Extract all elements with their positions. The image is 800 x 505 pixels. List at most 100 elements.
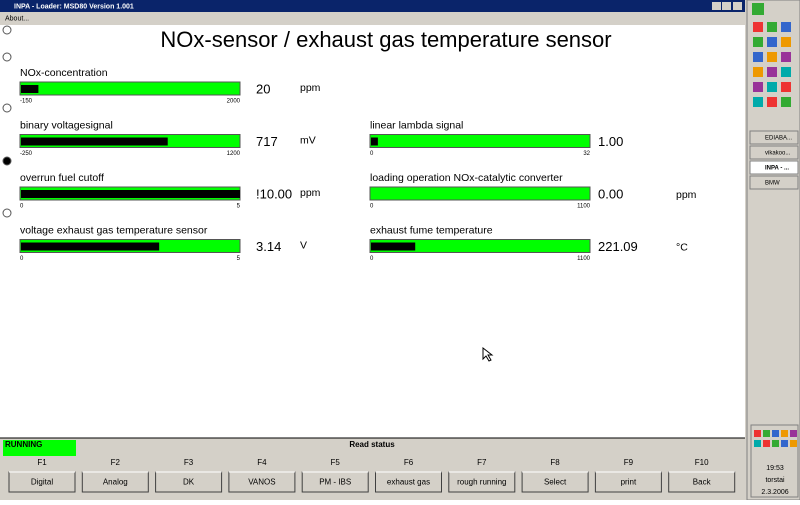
gauge-unit: ppm xyxy=(300,187,321,199)
fkey-label: F4 xyxy=(257,458,267,467)
launch-icon[interactable] xyxy=(781,82,791,92)
gauge-value: 221.09 xyxy=(598,239,638,254)
gauge-clip xyxy=(21,137,168,146)
launch-icon[interactable] xyxy=(753,67,763,77)
fkey-label: F10 xyxy=(695,458,709,467)
radio[interactable] xyxy=(2,103,12,113)
task-label[interactable]: EDIABA... xyxy=(765,136,792,142)
title-bar xyxy=(0,0,745,12)
task-label[interactable]: BMW xyxy=(765,181,780,187)
fkey-label: F3 xyxy=(184,458,194,467)
launch-icon[interactable] xyxy=(781,97,791,107)
gauge-clip xyxy=(21,242,160,251)
launch-icon[interactable] xyxy=(753,52,763,62)
gauge-value: !10.00 xyxy=(256,186,292,201)
fkey-label: F5 xyxy=(331,458,341,467)
gauge-value: 1.00 xyxy=(598,134,623,149)
cursor xyxy=(482,346,494,362)
gauge-label: overrun fuel cutoff xyxy=(20,172,104,184)
gauge-fill xyxy=(371,242,416,251)
fkey-button-label[interactable]: PM - IBS xyxy=(319,478,351,487)
launch-icon[interactable] xyxy=(781,67,791,77)
gauge-min: -250 xyxy=(20,151,33,157)
radio[interactable] xyxy=(2,156,12,166)
fkey-button-label[interactable]: rough running xyxy=(457,478,506,487)
gauge-clip xyxy=(371,137,378,146)
radio[interactable] xyxy=(2,52,12,62)
fkey-button-label[interactable]: exhaust gas xyxy=(387,478,430,487)
launch-icon[interactable] xyxy=(767,82,777,92)
launch-icon[interactable] xyxy=(767,37,777,47)
task-label[interactable]: INPA - ... xyxy=(765,166,789,172)
launch-icon[interactable] xyxy=(781,52,791,62)
gauge-value: 717 xyxy=(256,134,278,149)
tray-icon xyxy=(790,440,797,447)
tray-icon xyxy=(772,430,779,437)
fkey-button-label[interactable]: Back xyxy=(693,478,712,487)
launch-icon[interactable] xyxy=(767,22,777,32)
gauge-min: 0 xyxy=(20,204,24,210)
status-state: RUNNING xyxy=(5,440,42,449)
gauge-unit: °C xyxy=(676,241,688,253)
fkey-button-label[interactable]: print xyxy=(621,478,637,487)
gauge-label: loading operation NOx-catalytic converte… xyxy=(370,172,563,184)
tray-icon xyxy=(781,440,788,447)
tray-icon xyxy=(754,440,761,447)
task-button[interactable] xyxy=(749,160,799,175)
launch-icon[interactable] xyxy=(753,22,763,32)
gauge-fill xyxy=(21,190,240,198)
max-button[interactable] xyxy=(722,2,731,10)
gauge-min: 0 xyxy=(370,204,374,210)
gauge-label: linear lambda signal xyxy=(370,119,463,131)
fkey-button-label[interactable]: VANOS xyxy=(248,478,275,487)
task-button[interactable] xyxy=(749,175,799,190)
radio[interactable] xyxy=(2,208,12,218)
gauge-value: 0.00 xyxy=(598,186,623,201)
gauge-label: exhaust fume temperature xyxy=(370,224,493,236)
gauge-max: 1200 xyxy=(227,151,241,157)
clock-day: torstai xyxy=(765,477,785,484)
min-button[interactable] xyxy=(712,2,721,10)
fkey-button-label[interactable]: Select xyxy=(544,478,567,487)
gauge-value: 3.14 xyxy=(256,239,281,254)
fkey-button-label[interactable]: Digital xyxy=(31,478,53,487)
gauge-track xyxy=(369,239,591,253)
launch-icon[interactable] xyxy=(753,97,763,107)
launch-icon[interactable] xyxy=(767,67,777,77)
gauge-clip xyxy=(371,242,416,251)
radio[interactable] xyxy=(2,25,12,35)
window-title: INPA - Loader: MSD80 Version 1.001 xyxy=(14,3,134,10)
launch-icon[interactable] xyxy=(753,82,763,92)
task-label[interactable]: vikakoo... xyxy=(765,151,791,157)
gauge-min: -150 xyxy=(20,99,33,105)
page-title: NOx-sensor / exhaust gas temperature sen… xyxy=(160,27,611,52)
gauge-unit: mV xyxy=(300,134,316,146)
gauge-clip xyxy=(21,190,240,198)
fkey-label: F7 xyxy=(477,458,487,467)
status-label: Read status xyxy=(349,440,395,449)
launch-icon[interactable] xyxy=(781,37,791,47)
gauge-max: 32 xyxy=(583,151,590,157)
launch-icon[interactable] xyxy=(767,97,777,107)
gauge-unit: ppm xyxy=(300,82,321,94)
tray-icon xyxy=(790,430,797,437)
gauge-unit: V xyxy=(300,239,307,251)
task-button[interactable] xyxy=(749,145,799,160)
close-button[interactable] xyxy=(733,2,742,10)
fkey-label: F8 xyxy=(550,458,560,467)
fkey-button-label[interactable]: DK xyxy=(183,478,195,487)
tray-icon xyxy=(754,430,761,437)
task-button[interactable] xyxy=(749,130,799,145)
launch-icon[interactable] xyxy=(767,52,777,62)
tray-icon xyxy=(772,440,779,447)
launch-icon[interactable] xyxy=(753,37,763,47)
start-icon[interactable] xyxy=(752,3,764,15)
fkey-label: F9 xyxy=(624,458,634,467)
fkey-button-label[interactable]: Analog xyxy=(103,478,128,487)
gauge-min: 0 xyxy=(370,256,374,262)
menu-item[interactable]: About... xyxy=(5,15,29,22)
gauge-label: NOx-concentration xyxy=(20,67,108,79)
gauge-unit: ppm xyxy=(676,189,697,201)
launch-icon[interactable] xyxy=(781,22,791,32)
